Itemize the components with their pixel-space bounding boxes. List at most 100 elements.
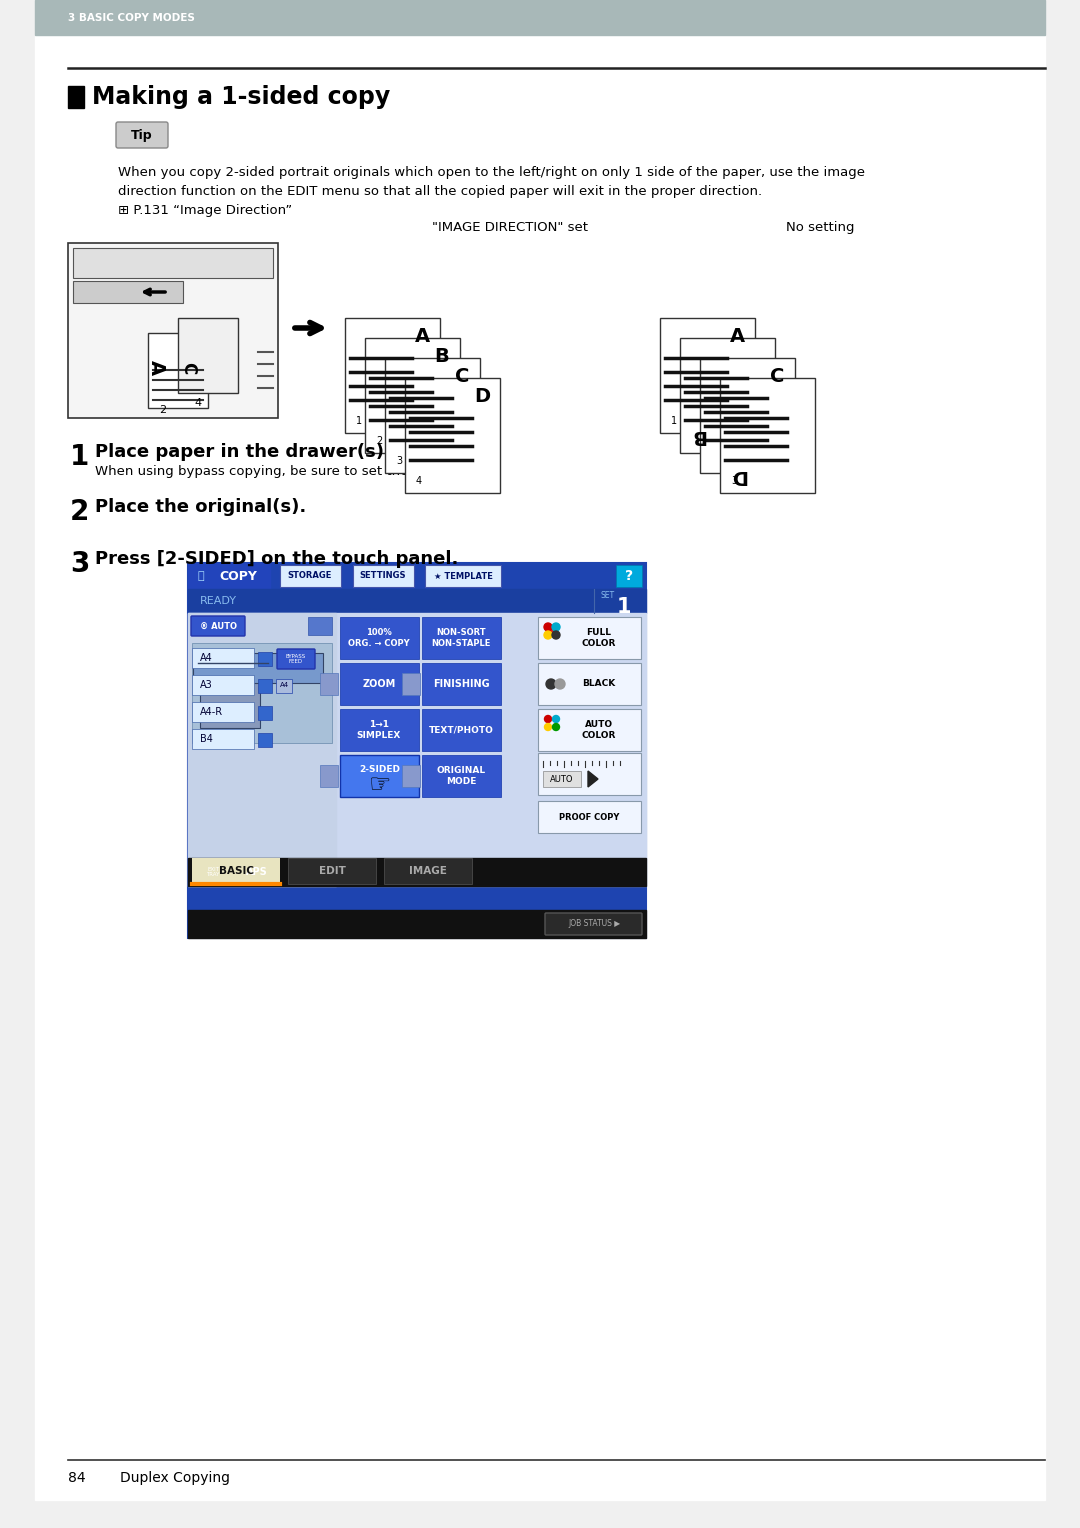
Bar	[276, 678, 292, 694]
Bar	[258, 706, 272, 720]
FancyBboxPatch shape	[276, 649, 315, 669]
Text: C: C	[455, 367, 469, 385]
Bar	[320, 766, 338, 787]
Text: 2-SIDED: 2-SIDED	[360, 766, 401, 775]
Text: C: C	[770, 367, 784, 385]
Text: C: C	[179, 362, 197, 374]
Text: 3: 3	[396, 455, 402, 466]
Text: 2: 2	[376, 435, 382, 446]
Circle shape	[546, 678, 556, 689]
Bar	[73, 248, 273, 278]
Circle shape	[544, 623, 552, 631]
Text: ® AUTO: ® AUTO	[200, 622, 237, 631]
Text: READY: READY	[200, 596, 237, 607]
Bar	[720, 377, 815, 494]
Bar	[192, 675, 254, 695]
Bar	[68, 243, 278, 419]
Text: ⎘: ⎘	[198, 571, 204, 581]
Bar	[384, 358, 480, 474]
Text: JOB STATUS ▶: JOB STATUS ▶	[568, 920, 620, 929]
Bar	[422, 617, 501, 659]
Text: B: B	[690, 425, 705, 445]
Text: Making a 1-sided copy: Making a 1-sided copy	[92, 86, 390, 108]
Bar	[353, 565, 414, 587]
Bar	[680, 338, 775, 452]
Bar	[616, 565, 642, 587]
FancyBboxPatch shape	[191, 616, 245, 636]
Text: SET: SET	[600, 591, 616, 601]
Circle shape	[552, 623, 561, 631]
Text: 84: 84	[68, 1471, 85, 1485]
Bar	[660, 318, 755, 432]
Text: EDIT: EDIT	[319, 866, 346, 876]
Bar	[192, 859, 280, 885]
Bar	[340, 617, 419, 659]
Bar	[200, 678, 260, 727]
Bar	[308, 617, 332, 636]
Text: A3: A3	[200, 680, 213, 691]
Bar	[258, 652, 272, 666]
Text: A4-R: A4-R	[200, 707, 224, 717]
Text: 1: 1	[617, 597, 631, 617]
Text: Duplex Copying: Duplex Copying	[120, 1471, 230, 1485]
Text: No setting: No setting	[786, 222, 854, 234]
Text: A: A	[729, 327, 744, 345]
Text: NON-SORT
NON-STAPLE: NON-SORT NON-STAPLE	[431, 628, 490, 648]
Text: D: D	[730, 466, 746, 484]
Bar	[402, 766, 420, 787]
FancyBboxPatch shape	[191, 860, 235, 883]
Text: 2: 2	[70, 498, 90, 526]
Text: 1: 1	[70, 443, 90, 471]
FancyBboxPatch shape	[237, 860, 276, 883]
Bar	[35, 0, 1045, 35]
Text: Place the original(s).: Place the original(s).	[95, 498, 307, 516]
Bar	[422, 709, 501, 750]
Bar	[178, 318, 238, 393]
Text: 1: 1	[671, 416, 677, 426]
Bar	[365, 338, 460, 452]
Text: 1→1
SIMPLEX: 1→1 SIMPLEX	[356, 720, 401, 740]
Text: A: A	[147, 361, 165, 376]
Circle shape	[546, 626, 557, 636]
Text: STORAGE: STORAGE	[287, 571, 333, 581]
Circle shape	[544, 723, 552, 730]
Bar	[288, 859, 376, 885]
Bar	[402, 672, 420, 695]
Text: 3: 3	[70, 550, 90, 578]
Text: Tip: Tip	[131, 128, 152, 142]
Text: ZOOM: ZOOM	[363, 678, 395, 689]
Text: 4: 4	[416, 477, 422, 486]
Circle shape	[553, 723, 559, 730]
Text: ?: ?	[625, 568, 633, 584]
Bar	[538, 801, 642, 833]
Circle shape	[555, 678, 565, 689]
Bar	[538, 617, 642, 659]
Bar	[192, 648, 254, 668]
Bar	[258, 733, 272, 747]
Bar	[340, 663, 419, 704]
Bar	[188, 562, 270, 588]
Text: SETTINGS: SETTINGS	[360, 571, 406, 581]
Bar	[192, 701, 254, 723]
Bar	[538, 663, 642, 704]
Text: BYPASS
FEED: BYPASS FEED	[286, 654, 306, 665]
Bar	[192, 729, 254, 749]
Bar	[188, 911, 646, 938]
Bar	[340, 709, 419, 750]
Circle shape	[552, 631, 561, 639]
Text: 2: 2	[160, 405, 166, 416]
Bar	[188, 588, 646, 613]
Text: A: A	[415, 327, 430, 345]
Text: 4: 4	[194, 397, 202, 408]
Text: BASIC: BASIC	[218, 866, 254, 876]
Text: ORIGINAL
MODE: ORIGINAL MODE	[436, 767, 486, 785]
Bar	[340, 755, 419, 798]
Text: 3 BASIC COPY MODES: 3 BASIC COPY MODES	[68, 14, 194, 23]
Text: B4: B4	[200, 733, 213, 744]
Text: APS: APS	[246, 866, 268, 877]
Text: When you copy 2-sided portrait originals which open to the left/right on only 1 : When you copy 2-sided portrait originals…	[118, 167, 865, 179]
Text: Place paper in the drawer(s).: Place paper in the drawer(s).	[95, 443, 391, 461]
Text: "IMAGE DIRECTION" set: "IMAGE DIRECTION" set	[432, 222, 588, 234]
FancyBboxPatch shape	[116, 122, 168, 148]
Text: TEXT/PHOTO: TEXT/PHOTO	[429, 726, 494, 735]
